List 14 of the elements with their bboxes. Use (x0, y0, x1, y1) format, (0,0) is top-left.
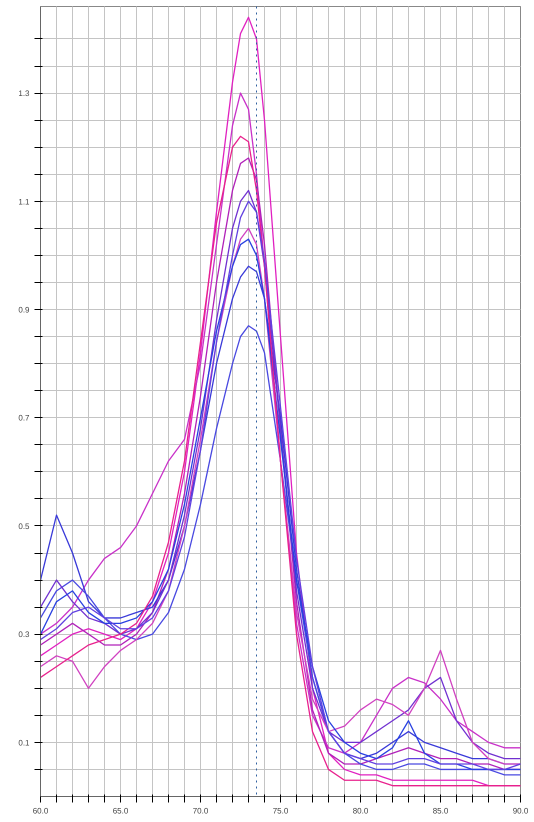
x-tick-label: 65.0 (112, 806, 129, 816)
x-tick-label: 85.0 (432, 806, 449, 816)
x-tick-label: 80.0 (352, 806, 369, 816)
y-tick-label: 0.1 (18, 738, 30, 748)
y-tick-label: 0.3 (18, 630, 30, 640)
y-tick-label: 1.3 (18, 89, 30, 98)
y-tick-label: 0.5 (18, 522, 30, 531)
x-tick-label: 90.0 (512, 806, 529, 816)
x-tick-label: 75.0 (272, 806, 289, 816)
x-tick-label: 60.0 (32, 806, 49, 816)
x-tick-label: 70.0 (192, 806, 209, 816)
y-tick-label: 1.1 (18, 197, 30, 206)
y-tick-label: 0.7 (18, 414, 30, 423)
y-tick-label: 0.9 (18, 306, 30, 315)
